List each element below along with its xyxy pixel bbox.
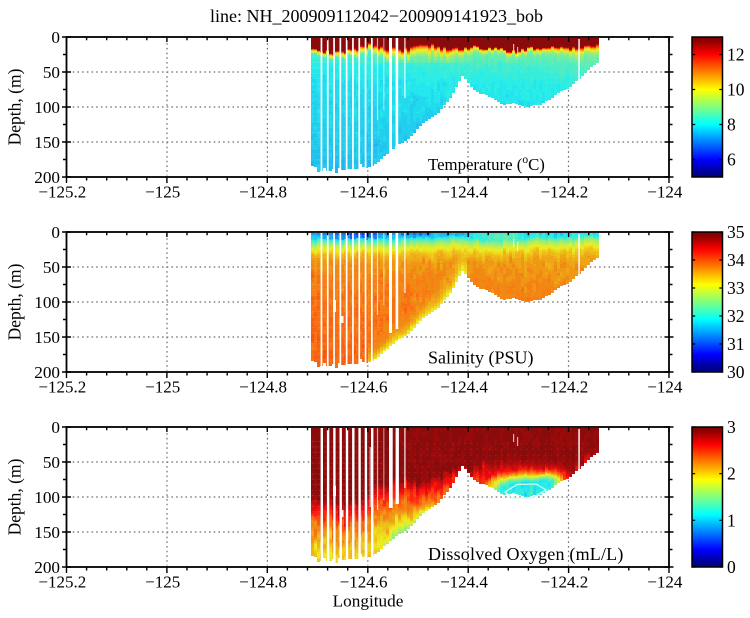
svg-text:−125: −125 [145, 378, 180, 397]
svg-text:−124.6: −124.6 [340, 183, 388, 202]
svg-text:34: 34 [727, 250, 745, 270]
svg-text:−125: −125 [145, 183, 180, 202]
svg-text:−125: −125 [145, 573, 180, 592]
svg-text:32: 32 [727, 306, 745, 326]
svg-text:200: 200 [34, 363, 60, 382]
svg-text:3: 3 [727, 417, 736, 437]
svg-text:Depth, (m): Depth, (m) [5, 68, 25, 145]
svg-text:−124.2: −124.2 [540, 573, 588, 592]
svg-text:1: 1 [727, 510, 736, 530]
svg-text:−124.2: −124.2 [540, 183, 588, 202]
svg-text:35: 35 [727, 222, 745, 242]
svg-text:Depth, (m): Depth, (m) [5, 263, 25, 340]
svg-text:0: 0 [51, 223, 60, 242]
svg-text:31: 31 [727, 334, 745, 354]
svg-text:−124.8: −124.8 [239, 183, 287, 202]
svg-text:line: NH_200909112042−20090914: line: NH_200909112042−200909141923_bob [210, 6, 543, 26]
svg-text:−125.2: −125.2 [38, 378, 86, 397]
svg-text:2: 2 [727, 464, 736, 484]
svg-text:6: 6 [727, 150, 736, 170]
svg-text:Depth, (m): Depth, (m) [5, 458, 25, 535]
svg-text:100: 100 [34, 293, 60, 312]
svg-text:150: 150 [34, 328, 60, 347]
svg-text:0: 0 [51, 28, 60, 47]
svg-text:50: 50 [43, 453, 60, 472]
svg-text:100: 100 [34, 98, 60, 117]
svg-text:100: 100 [34, 488, 60, 507]
svg-text:−124: −124 [647, 183, 683, 202]
svg-text:−124.4: −124.4 [440, 573, 488, 592]
svg-text:−124.6: −124.6 [340, 573, 388, 592]
svg-text:Temperature (oC): Temperature (oC) [428, 154, 545, 174]
svg-text:−124.6: −124.6 [340, 378, 388, 397]
svg-text:0: 0 [51, 418, 60, 437]
svg-text:50: 50 [43, 258, 60, 277]
svg-text:−125.2: −125.2 [38, 183, 86, 202]
svg-text:200: 200 [34, 168, 60, 187]
svg-text:150: 150 [34, 133, 60, 152]
svg-text:Salinity (PSU): Salinity (PSU) [428, 348, 534, 369]
svg-text:−124.4: −124.4 [440, 378, 488, 397]
svg-text:200: 200 [34, 558, 60, 577]
svg-text:−125.2: −125.2 [38, 573, 86, 592]
svg-text:0: 0 [727, 557, 736, 577]
svg-text:−124.4: −124.4 [440, 183, 488, 202]
svg-text:Dissolved Oxygen (mL/L): Dissolved Oxygen (mL/L) [428, 544, 624, 565]
svg-text:12: 12 [727, 45, 745, 65]
svg-text:8: 8 [727, 115, 736, 135]
svg-text:10: 10 [727, 80, 745, 100]
svg-text:33: 33 [727, 278, 745, 298]
svg-text:30: 30 [727, 362, 745, 382]
svg-text:150: 150 [34, 523, 60, 542]
svg-text:−124: −124 [647, 573, 683, 592]
svg-text:−124.2: −124.2 [540, 378, 588, 397]
svg-text:−124.8: −124.8 [239, 573, 287, 592]
svg-text:−124.8: −124.8 [239, 378, 287, 397]
svg-text:−124: −124 [647, 378, 683, 397]
svg-text:50: 50 [43, 63, 60, 82]
svg-text:Longitude: Longitude [333, 592, 404, 611]
